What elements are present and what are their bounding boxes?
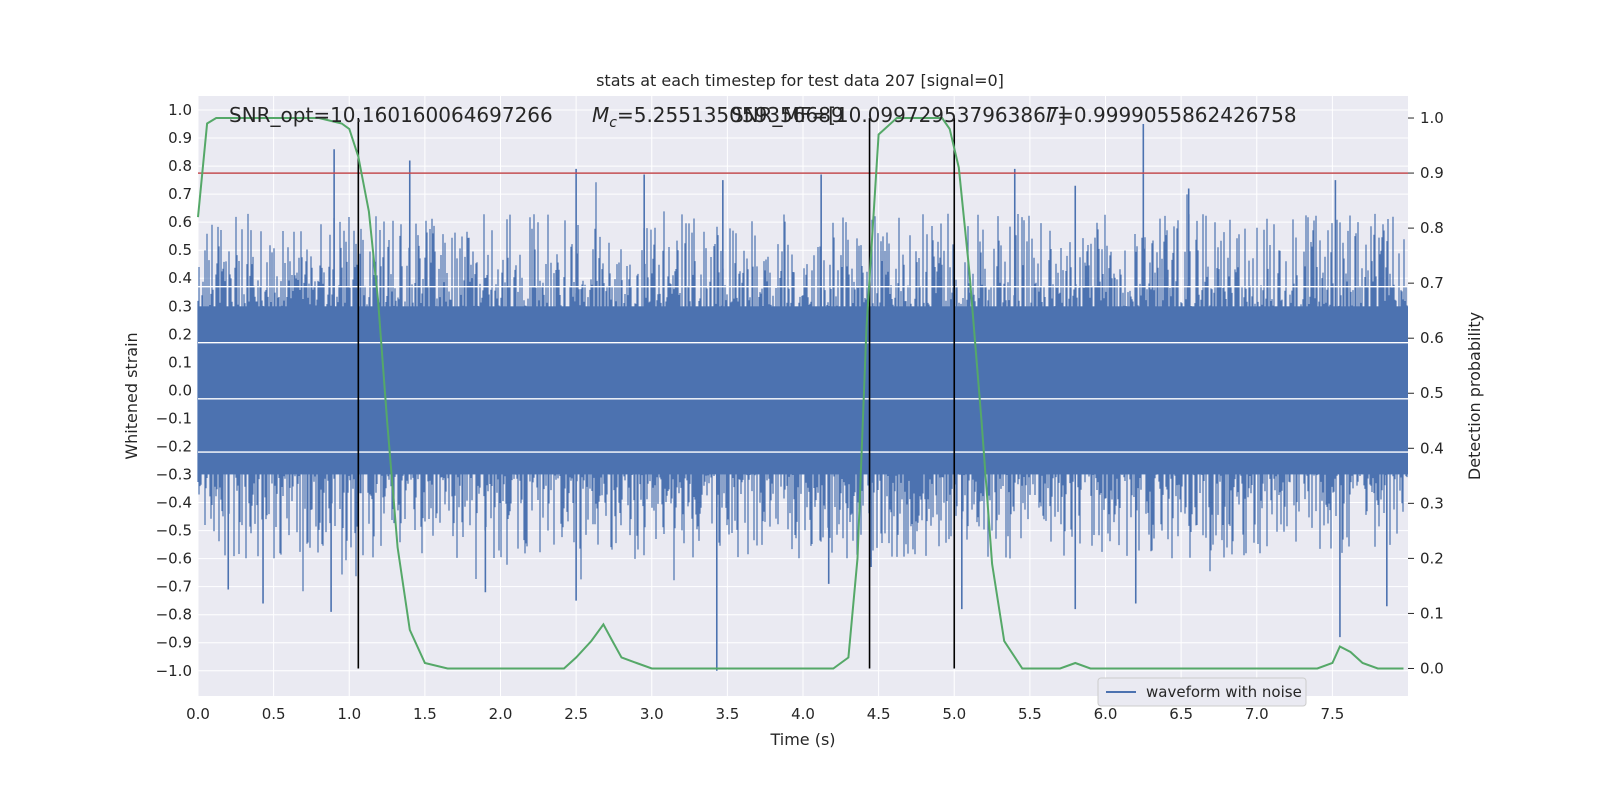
x-tick-label: 4.5 (867, 705, 891, 723)
x-tick-label: 5.5 (1018, 705, 1042, 723)
x-tick-label: 4.0 (791, 705, 815, 723)
x-axis-ticks: 0.0 0.5 1.0 1.5 2.0 2.5 3.0 3.5 4.0 4.5 5.0 5.5 6.0 6… (186, 705, 1344, 723)
x-tick-label: 0.5 (262, 705, 286, 723)
x-tick-label: 2.0 (489, 705, 513, 723)
x-tick-label: 6.5 (1169, 705, 1193, 723)
right-y-tick-label: 0.1 (1420, 604, 1444, 622)
left-y-tick-label: −1.0 (156, 662, 192, 680)
left-y-tick-label: 0.2 (168, 325, 192, 343)
left-y-tick-label: 0.4 (168, 269, 192, 287)
right-y-tick-label: 0.3 (1420, 494, 1444, 512)
left-y-tick-label: −0.4 (156, 494, 192, 512)
left-y-tick-label: −0.5 (156, 522, 192, 540)
right-y-tick-label: 0.2 (1420, 549, 1444, 567)
left-y-tick-label: −0.2 (156, 437, 192, 455)
right-y-tick-label: 0.4 (1420, 439, 1444, 457)
left-y-tick-label: −0.7 (156, 578, 192, 596)
x-tick-label: 0.0 (186, 705, 210, 723)
waveform-series (197, 124, 1408, 671)
x-tick-label: 5.0 (942, 705, 966, 723)
left-y-tick-label: 0.5 (168, 241, 192, 259)
left-y-tick-label: 0.7 (168, 185, 192, 203)
annotation-chirp-mass: Mc=5.255135059356689 (592, 103, 844, 131)
left-y-tick-label: −0.9 (156, 634, 192, 652)
legend: waveform with noise (1097, 677, 1307, 707)
x-tick-label: 7.0 (1245, 705, 1269, 723)
legend-label: waveform with noise (1146, 683, 1302, 701)
horizontal-white-lines (198, 285, 1408, 453)
left-y-tick-label: −0.1 (156, 409, 192, 427)
chart-title: stats at each timestep for test data 207… (596, 71, 1004, 90)
left-y-tick-label: 0.6 (168, 213, 192, 231)
right-y-tick-label: 0.5 (1420, 384, 1444, 402)
x-axis-label: Time (s) (769, 730, 835, 749)
left-y-tick-label: 0.0 (168, 381, 192, 399)
x-tick-label: 2.5 (564, 705, 588, 723)
left-y-tick-label: −0.8 (156, 606, 192, 624)
x-tick-label: 7.5 (1320, 705, 1344, 723)
right-y-tick-label: 0.0 (1420, 659, 1444, 677)
left-y-axis-label: Whitened strain (122, 332, 141, 459)
right-y-tick-label: 0.9 (1420, 164, 1444, 182)
x-tick-label: 1.0 (337, 705, 361, 723)
right-y-tick-label: 0.8 (1420, 219, 1444, 237)
annotation-snr-opt: SNR_opt=10.160160064697266 (229, 103, 553, 127)
left-y-tick-label: −0.6 (156, 550, 192, 568)
legend-box (1097, 677, 1307, 707)
x-tick-label: 1.5 (413, 705, 437, 723)
left-y-tick-label: 0.3 (168, 297, 192, 315)
right-y-axis-ticks: 1.0 0.9 0.8 0.7 0.6 0.5 0.4 0.3 0.2 0.1 0.0 (1408, 109, 1444, 677)
left-y-tick-label: 1.0 (168, 101, 192, 119)
right-y-tick-label: 0.6 (1420, 329, 1444, 347)
left-y-tick-label: 0.9 (168, 129, 192, 147)
annotation-gamma: Γ=0.9999055862426758 (1046, 103, 1297, 127)
x-tick-label: 3.5 (715, 705, 739, 723)
detection-probability-line (197, 117, 1404, 670)
left-y-tick-label: 0.1 (168, 353, 192, 371)
x-tick-label: 3.0 (640, 705, 664, 723)
right-y-axis-label: Detection probability (1465, 312, 1484, 480)
left-y-tick-label: 0.8 (168, 157, 192, 175)
annotation-snr-mf: SNR_MF=[10.099729537963867] (731, 103, 1066, 127)
waveform-dense-band (198, 306, 1408, 475)
x-tick-label: 6.0 (1094, 705, 1118, 723)
vertical-markers (357, 118, 956, 669)
right-y-tick-label: 0.7 (1420, 274, 1444, 292)
left-y-tick-label: −0.3 (156, 466, 192, 484)
right-y-tick-label: 1.0 (1420, 109, 1444, 127)
left-y-axis-ticks: 1.0 0.9 0.8 0.7 0.6 0.5 0.4 0.3 0.2 0.1 0.0 −0.1 −0.… (156, 101, 192, 680)
